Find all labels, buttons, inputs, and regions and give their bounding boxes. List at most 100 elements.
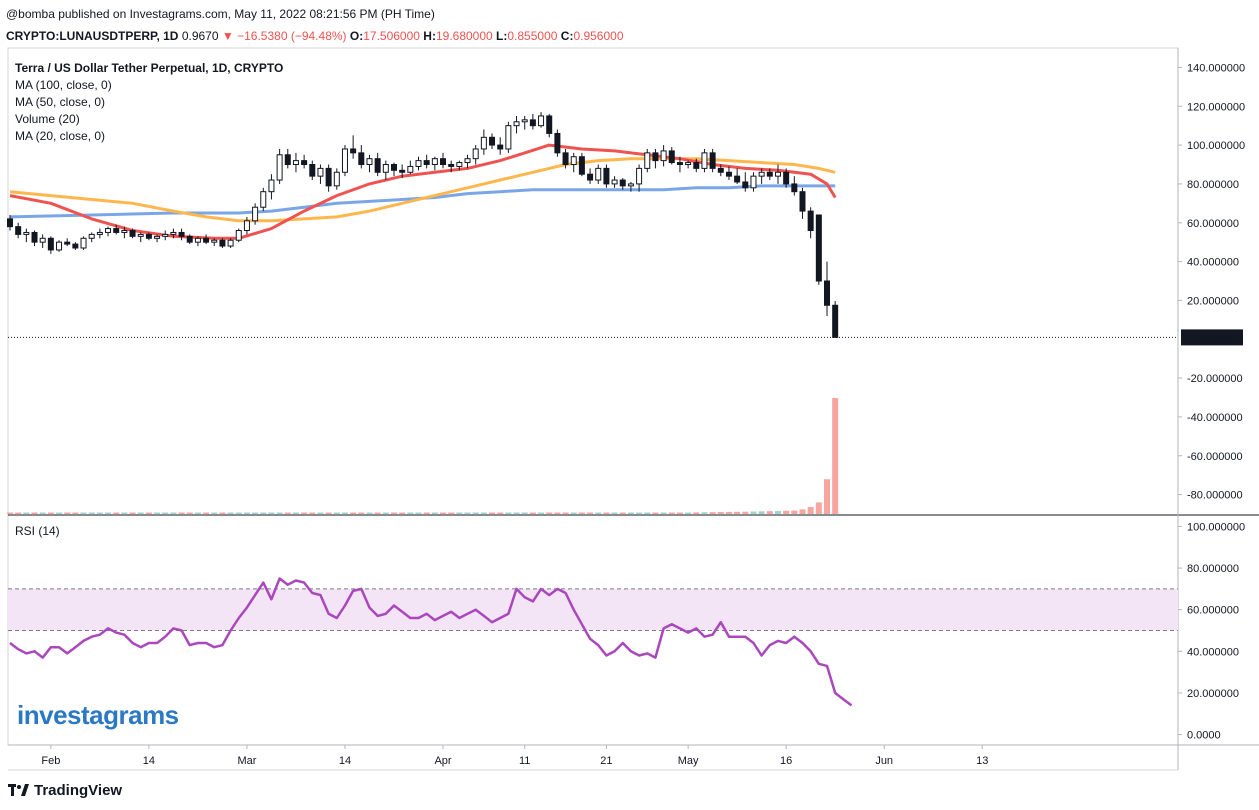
volume-bar xyxy=(203,512,210,514)
candle-body xyxy=(668,150,675,164)
volume-bar xyxy=(611,512,618,514)
volume-bar xyxy=(407,512,414,514)
volume-bar xyxy=(72,512,79,514)
price-tick-label: 80.000000 xyxy=(1187,179,1239,191)
volume-bar xyxy=(685,512,692,514)
volume-bar xyxy=(807,507,814,514)
candle-body xyxy=(562,152,569,166)
volume-bar xyxy=(783,510,790,514)
candle-body xyxy=(350,148,357,154)
candle-body xyxy=(154,235,161,239)
candle-body xyxy=(186,235,193,243)
volume-bar xyxy=(268,512,275,514)
volume-bar xyxy=(815,502,822,514)
candle-body xyxy=(23,231,30,235)
candle-body xyxy=(824,280,830,306)
candle-body xyxy=(407,165,414,173)
tradingview-icon xyxy=(8,783,29,796)
volume-bar xyxy=(211,512,218,514)
low-label: L: xyxy=(496,29,508,43)
candle-body xyxy=(570,156,577,166)
candle-body xyxy=(538,115,545,127)
rsi-tick-label: 100.000000 xyxy=(1187,521,1245,533)
close-label: C: xyxy=(560,29,574,43)
candle-body xyxy=(56,241,63,251)
time-tick-label: 13 xyxy=(976,755,988,767)
candle-body xyxy=(595,167,602,181)
candle-body xyxy=(619,179,626,187)
candle-body xyxy=(758,171,765,177)
volume-bar xyxy=(121,512,128,514)
candle-body xyxy=(170,231,177,235)
volume-bar xyxy=(186,512,193,514)
investagrams-logo: investagrams xyxy=(17,700,179,730)
volume-bar xyxy=(113,512,120,514)
legend-ma20[interactable]: MA (20, close, 0) xyxy=(15,129,106,143)
volume-bar xyxy=(423,512,430,514)
volume-bar xyxy=(145,512,152,514)
candle-body xyxy=(96,231,103,235)
candle-body xyxy=(235,230,242,241)
time-tick-label: Mar xyxy=(237,755,256,767)
candle-body xyxy=(31,231,38,243)
volume-bar xyxy=(284,512,291,514)
volume-bar xyxy=(227,512,234,514)
candle-body xyxy=(709,152,716,169)
rsi-tick-label: 0.0000 xyxy=(1187,730,1221,742)
legend-ma50[interactable]: MA (50, close, 0) xyxy=(15,95,106,109)
volume-bar xyxy=(309,512,316,514)
rsi-label[interactable]: RSI (14) xyxy=(15,524,60,538)
volume-bar xyxy=(717,512,724,514)
candle-body xyxy=(783,171,790,185)
volume-bar xyxy=(96,512,103,514)
candle-body xyxy=(431,158,438,166)
rsi-band xyxy=(8,588,1178,631)
candle-body xyxy=(243,220,250,232)
volume-bar xyxy=(676,512,683,514)
high-label: H: xyxy=(423,29,436,43)
volume-bar xyxy=(660,512,667,514)
legend-volume[interactable]: Volume (20) xyxy=(15,112,80,126)
volume-bar xyxy=(701,512,708,514)
volume-bar xyxy=(105,512,112,514)
volume-bar xyxy=(292,512,299,514)
candle-body xyxy=(105,228,112,233)
volume-bar xyxy=(350,512,357,514)
candle-body xyxy=(766,171,773,177)
time-tick-label: 14 xyxy=(339,755,351,767)
candle-body xyxy=(178,231,185,237)
time-tick-label: Jun xyxy=(875,755,893,767)
volume-bar xyxy=(260,512,267,514)
candle-body xyxy=(676,162,683,166)
volume-bar xyxy=(162,512,169,514)
time-tick-label: 16 xyxy=(780,755,792,767)
volume-bar xyxy=(31,512,38,514)
tradingview-text: TradingView xyxy=(34,782,123,799)
candle-body xyxy=(72,243,79,249)
candle-body xyxy=(284,154,291,166)
volume-bar xyxy=(390,512,397,514)
open-label: O: xyxy=(349,29,364,43)
candle-body xyxy=(652,152,659,162)
candle-body xyxy=(325,167,332,187)
volume-bar xyxy=(578,512,585,514)
change-arrow-icon: ▼ xyxy=(221,29,234,43)
candle-body xyxy=(227,239,234,247)
legend: Terra / US Dollar Tether Perpetual, 1D, … xyxy=(15,60,283,145)
volume-bar xyxy=(538,512,545,514)
candle-body xyxy=(725,171,732,177)
time-tick-label: May xyxy=(678,755,699,767)
candle-body xyxy=(292,160,299,166)
volume-bar xyxy=(758,511,765,514)
legend-ma100[interactable]: MA (100, close, 0) xyxy=(15,78,112,92)
volume-bar xyxy=(652,512,659,514)
volume-bar xyxy=(448,512,455,514)
volume-bar xyxy=(627,512,634,514)
volume-bar xyxy=(333,512,340,514)
volume-bar xyxy=(47,512,54,514)
candle-body xyxy=(64,241,71,245)
close-value: 0.956000 xyxy=(573,29,624,43)
time-tick-label: 14 xyxy=(143,755,155,767)
candle-body xyxy=(611,179,618,185)
